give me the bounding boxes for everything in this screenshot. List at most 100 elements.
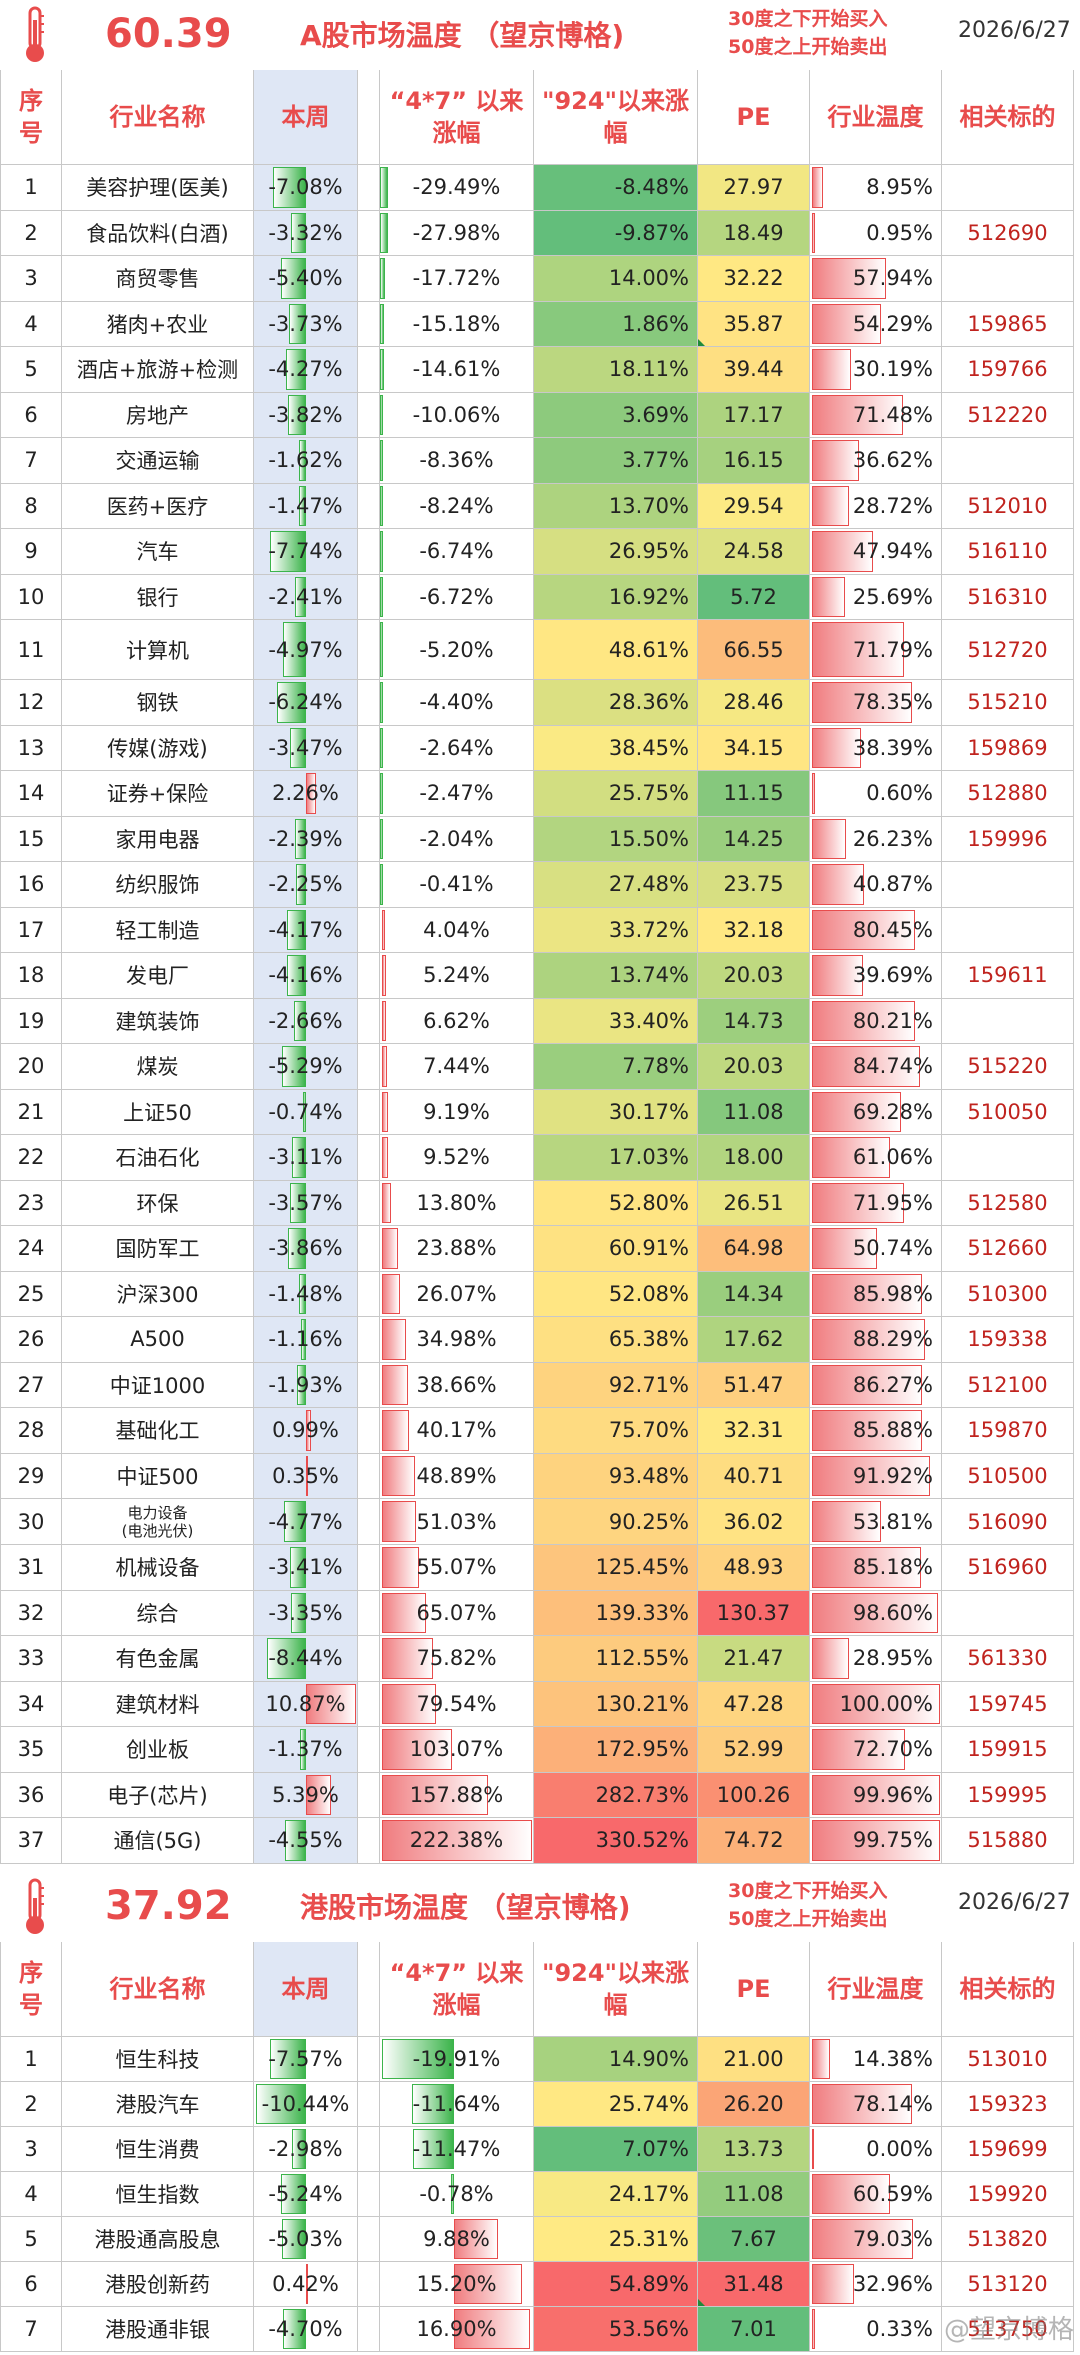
row-index-value: 10	[17, 584, 45, 609]
since-47-value: -2.47%	[419, 781, 494, 806]
since-924-change: 16.92%	[534, 574, 698, 620]
since-47-change: 16.90%	[380, 2307, 534, 2352]
since-47-value: -8.24%	[419, 493, 494, 518]
pe-ratio: 28.46	[698, 680, 810, 726]
since-924-value: 16.92%	[608, 584, 689, 609]
industry-name: 美容护理(医美)	[62, 165, 254, 211]
row-index: 21	[0, 1089, 62, 1135]
industry-temperature-bar	[812, 909, 915, 950]
row-index: 34	[0, 1681, 62, 1727]
since-47-change: 9.88%	[380, 2217, 534, 2262]
hk-share-header: 37.92 港股市场温度 （望京博格) 30度之下开始买入 50度之上开始卖出 …	[0, 1872, 1080, 1942]
industry-temperature-value: 80.21%	[852, 1008, 933, 1033]
since-47-bar	[380, 576, 383, 617]
row-index-value: 30	[17, 1509, 45, 1534]
since-47-value: 157.88%	[409, 1782, 504, 1807]
industry-temperature: 69.28%	[810, 1089, 942, 1135]
table-row: 1 恒生科技 -7.57% -19.91% 14.90% 21.00 14.38% 51301…	[0, 2037, 1080, 2082]
since-47-change: 15.20%	[380, 2262, 534, 2307]
since-47-change: -11.64%	[380, 2082, 534, 2127]
since-924-value: 125.45%	[595, 1555, 689, 1580]
industry-temperature-value: 99.96%	[852, 1782, 933, 1807]
pe-value: 32.31	[723, 1418, 784, 1443]
weekly-change-bar	[299, 485, 306, 526]
pe-value: 35.87	[723, 311, 784, 336]
industry-temperature: 54.29%	[810, 301, 942, 347]
weekly-change: -0.74%	[254, 1089, 358, 1135]
weekly-change: -2.98%	[254, 2127, 358, 2172]
header-pe: PE	[698, 1942, 810, 2037]
weekly-change-value: -10.44%	[261, 2092, 350, 2116]
header-name: 行业名称	[62, 1942, 254, 2037]
column-gap	[358, 483, 380, 529]
related-fund-code-value: 515220	[967, 1054, 1048, 1079]
row-index: 4	[0, 2172, 62, 2217]
since-924-change: 3.77%	[534, 438, 698, 484]
table-row: 29 中证500 0.35% 48.89% 93.48% 40.71 91.92% 51050…	[0, 1453, 1080, 1499]
since-47-change: 38.66%	[380, 1362, 534, 1408]
since-924-value: 1.86%	[622, 311, 689, 336]
since-47-bar	[382, 1046, 388, 1087]
row-index-value: 11	[17, 637, 45, 662]
rule-sell: 50度之上开始卖出	[728, 1908, 888, 1930]
industry-temperature: 80.45%	[810, 907, 942, 953]
since-47-value: 65.07%	[416, 1600, 497, 1625]
related-fund-code-value: 510500	[967, 1463, 1048, 1488]
since-47-bar	[380, 864, 383, 905]
related-fund-code-value: 512010	[967, 493, 1048, 518]
table-row: 35 创业板 -1.37% 103.07% 172.95% 52.99 72.70% 1599…	[0, 1727, 1080, 1773]
industry-temperature-bar	[812, 727, 862, 768]
related-fund-code: 515880	[942, 1818, 1074, 1864]
row-index-value: 21	[17, 1099, 45, 1124]
row-index: 26	[0, 1317, 62, 1363]
weekly-change: -4.70%	[254, 2307, 358, 2352]
industry-temperature-value: 57.94%	[852, 266, 933, 291]
weekly-change-value: -1.37%	[268, 1737, 343, 1762]
since-47-value: 9.88%	[423, 2227, 490, 2251]
since-47-change: 48.89%	[380, 1453, 534, 1499]
market-title: 港股市场温度 （望京博格)	[300, 1891, 631, 1924]
industry-name-value: 商贸零售	[115, 267, 200, 292]
since-924-change: 3.69%	[534, 392, 698, 438]
weekly-change: -3.82%	[254, 392, 358, 438]
row-index-value: 2	[24, 220, 38, 245]
weekly-change-bar	[306, 1774, 331, 1815]
since-47-value: -15.18%	[412, 311, 501, 336]
since-924-change: 52.80%	[534, 1180, 698, 1226]
pe-value: 18.00	[723, 1145, 784, 1170]
related-fund-code-value: 515210	[967, 690, 1048, 715]
industry-temperature: 36.62%	[810, 438, 942, 484]
since-47-change: 5.24%	[380, 953, 534, 999]
since-47-value: -11.47%	[412, 2137, 501, 2161]
pe-value: 100.26	[716, 1782, 791, 1807]
since-47-bar	[382, 1774, 489, 1815]
row-index-value: 8	[24, 493, 38, 518]
table-row: 5 港股通高股息 -5.03% 9.88% 25.31% 7.67 79.03% 513820	[0, 2217, 1080, 2262]
since-924-value: 65.38%	[608, 1327, 689, 1352]
industry-temperature-value: 0.33%	[866, 2317, 933, 2341]
pe-value: 31.48	[723, 2272, 784, 2296]
related-fund-code: 515210	[942, 680, 1074, 726]
industry-name-value: 轻工制造	[115, 918, 200, 943]
industry-temperature: 100.00%	[810, 1681, 942, 1727]
column-gap	[358, 2172, 380, 2217]
since-924-value: 38.45%	[608, 735, 689, 760]
pe-ratio: 32.31	[698, 1408, 810, 1454]
weekly-change: -4.27%	[254, 347, 358, 393]
since-47-change: -17.72%	[380, 256, 534, 302]
since-47-bar	[380, 818, 383, 859]
weekly-change-bar	[281, 1046, 306, 1087]
since-47-bar	[382, 1410, 410, 1451]
industry-temperature: 88.29%	[810, 1317, 942, 1363]
weekly-change-bar	[288, 394, 306, 435]
related-fund-code: 159865	[942, 301, 1074, 347]
related-fund-code: 513010	[942, 2037, 1074, 2082]
related-fund-code	[942, 998, 1074, 1044]
weekly-change-bar	[286, 955, 306, 996]
industry-temperature-bar	[812, 1091, 901, 1132]
weekly-change-value: 0.35%	[272, 1463, 339, 1488]
since-47-change: -8.36%	[380, 438, 534, 484]
since-924-change: 172.95%	[534, 1727, 698, 1773]
industry-temperature-value: 0.00%	[866, 2137, 933, 2161]
related-fund-code	[942, 1135, 1074, 1181]
